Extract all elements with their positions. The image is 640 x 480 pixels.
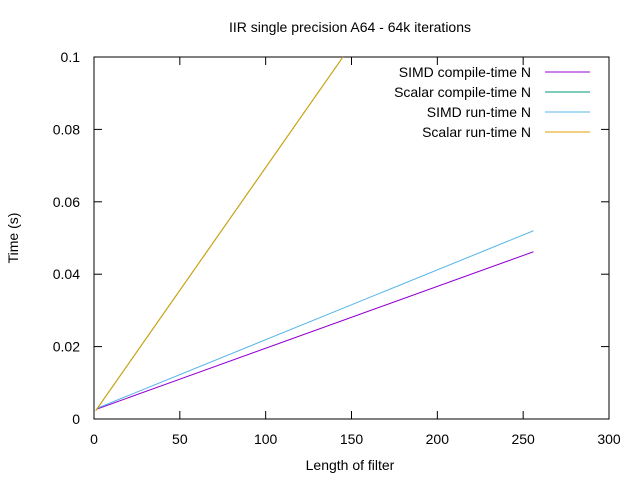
- chart-title: IIR single precision A64 - 64k iteration…: [229, 19, 471, 35]
- x-tick-label: 50: [172, 431, 188, 447]
- x-tick-label: 200: [426, 431, 450, 447]
- x-tick-label: 250: [511, 431, 535, 447]
- axis-ticks: 0 50 100 150 200 250 300 0 0.02 0.04 0.06 0.08 0.1: [53, 49, 621, 447]
- y-tick-label: 0.1: [61, 49, 81, 65]
- series-lines: [95, 56, 534, 411]
- legend: SIMD compile-time N Scalar compile-time N…: [394, 64, 590, 140]
- x-tick-label: 100: [254, 431, 278, 447]
- x-tick-label: 300: [597, 431, 621, 447]
- series-line-1: [97, 251, 534, 410]
- series-line-3: [97, 230, 534, 409]
- y-tick-label: 0.06: [53, 194, 80, 210]
- x-tick-label: 150: [340, 431, 364, 447]
- x-axis-label: Length of filter: [306, 457, 395, 473]
- y-tick-label: 0.02: [53, 339, 80, 355]
- series-line-4: [95, 56, 344, 411]
- y-tick-label: 0: [72, 411, 80, 427]
- y-axis-label: Time (s): [5, 213, 21, 264]
- y-tick-label: 0.04: [53, 266, 80, 282]
- legend-label-1: SIMD compile-time N: [399, 64, 531, 80]
- legend-label-3: SIMD run-time N: [427, 104, 531, 120]
- y-tick-label: 0.08: [53, 121, 80, 137]
- x-tick-label: 0: [90, 431, 98, 447]
- legend-label-2: Scalar compile-time N: [394, 84, 531, 100]
- plot-frame: [93, 56, 610, 420]
- legend-label-4: Scalar run-time N: [422, 124, 531, 140]
